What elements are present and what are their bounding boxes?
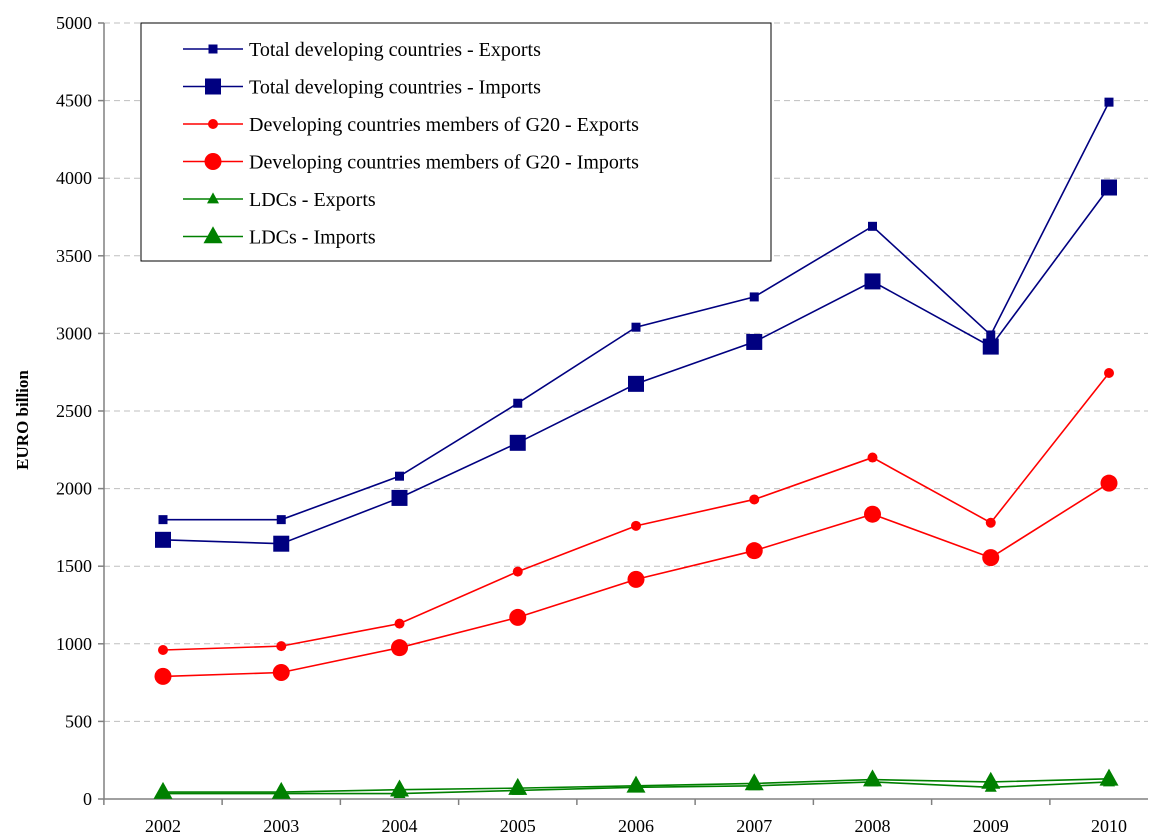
legend-label: LDCs - Imports (249, 227, 376, 249)
data-point (864, 505, 881, 523)
data-point (867, 452, 878, 463)
data-point (158, 515, 168, 525)
y-tick-label: 3500 (56, 246, 92, 266)
legend-label: Total developing countries - Imports (249, 77, 541, 99)
y-tick-label: 2500 (56, 401, 92, 421)
data-point (982, 338, 999, 355)
data-point (749, 494, 760, 505)
legend-marker (208, 44, 218, 54)
x-tick-label: 2007 (736, 816, 772, 836)
data-point (985, 517, 996, 528)
data-point (276, 641, 287, 652)
legend-marker (207, 192, 219, 204)
y-tick-label: 2000 (56, 479, 92, 499)
x-tick-label: 2008 (855, 816, 891, 836)
y-tick-label: 4000 (56, 168, 92, 188)
legend-box (140, 22, 772, 262)
data-point (749, 292, 759, 302)
legend-entry: LDCs - Imports (183, 226, 376, 249)
y-tick-label: 5000 (56, 13, 92, 33)
y-axis-title: EURO billion (13, 370, 32, 470)
y-tick-label: 0 (83, 789, 92, 809)
data-point (512, 566, 523, 577)
data-point (744, 773, 764, 791)
data-point (631, 322, 641, 332)
legend-entry: Developing countries members of G20 - Im… (183, 152, 639, 174)
series-6 (153, 768, 1119, 799)
data-point (390, 779, 409, 797)
data-point (273, 535, 290, 552)
data-point (1104, 367, 1114, 378)
series-4 (154, 474, 1118, 685)
series-2 (155, 179, 1117, 552)
data-point (509, 434, 526, 451)
data-point (1100, 474, 1118, 492)
x-tick-label: 2002 (145, 816, 181, 836)
data-point (509, 608, 527, 626)
legend-label: Developing countries members of G20 - Im… (249, 152, 639, 174)
data-point (863, 769, 882, 787)
data-point (864, 273, 881, 290)
data-point (155, 531, 171, 548)
legend-label: Total developing countries - Exports (249, 39, 541, 61)
data-point (628, 375, 644, 392)
data-point (1101, 179, 1117, 196)
data-point (508, 777, 528, 795)
legend-marker (205, 78, 221, 95)
y-tick-label: 1000 (56, 634, 92, 654)
data-point (271, 781, 291, 799)
data-point (395, 471, 404, 481)
data-point (272, 664, 290, 682)
data-point (986, 330, 996, 340)
x-tick-label: 2006 (618, 816, 654, 836)
x-tick-label: 2010 (1091, 816, 1127, 836)
legend-entry: LDCs - Exports (183, 189, 376, 211)
series-3 (158, 367, 1114, 656)
data-point (153, 781, 173, 799)
y-tick-label: 1500 (56, 556, 92, 576)
axes (98, 22, 1148, 805)
y-tick-label: 500 (65, 711, 92, 731)
legend-marker (203, 226, 223, 244)
data-point (391, 489, 408, 506)
data-point (1099, 768, 1119, 786)
data-point (982, 549, 1000, 567)
legend: Total developing countries - Exports Tota… (140, 22, 772, 262)
data-point (746, 333, 763, 350)
data-point (1104, 97, 1114, 107)
data-point (276, 515, 286, 525)
legend-entry: Developing countries members of G20 - Ex… (183, 114, 639, 136)
x-tick-labels: 2002 2003 2004 2005 2006 2007 2008 2009 2010 (145, 816, 1127, 836)
legend-label: LDCs - Exports (249, 189, 376, 211)
legend-marker (204, 153, 222, 170)
data-point (981, 771, 1001, 789)
data-point (513, 398, 523, 408)
data-point (627, 570, 645, 588)
data-point (631, 520, 641, 531)
y-tick-labels: 0 500 1000 1500 2000 2500 3000 3500 4000 4500 5000 (56, 13, 92, 809)
legend-marker (208, 119, 218, 129)
data-point (868, 221, 877, 231)
data-point (154, 667, 172, 685)
data-point (391, 639, 408, 657)
y-tick-label: 3000 (56, 323, 92, 343)
data-point (158, 645, 168, 656)
data-point (626, 775, 646, 793)
y-tick-label: 4500 (56, 91, 92, 111)
x-tick-label: 2009 (973, 816, 1009, 836)
series-group (153, 97, 1119, 799)
x-tick-label: 2005 (500, 816, 536, 836)
legend-entry: Total developing countries - Imports (183, 77, 541, 99)
legend-entry: Total developing countries - Exports (183, 39, 541, 61)
legend-label: Developing countries members of G20 - Ex… (249, 114, 639, 136)
x-tick-label: 2004 (382, 816, 418, 836)
x-tick-label: 2003 (263, 816, 299, 836)
data-point (394, 618, 405, 629)
data-point (745, 542, 763, 560)
series-1 (158, 97, 1114, 525)
